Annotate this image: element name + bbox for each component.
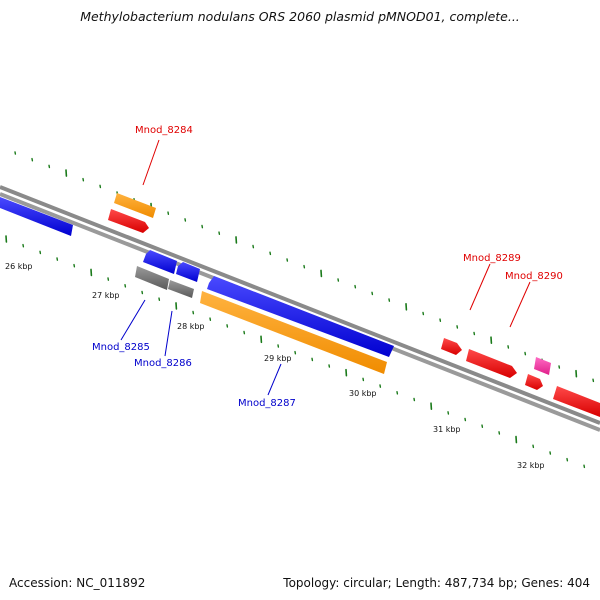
- gene-mnod-8287[interactable]: [207, 276, 394, 357]
- scale-label-31kbp: 31 kbp: [433, 425, 461, 434]
- callout-line-8289: [469, 263, 491, 311]
- gene-red-1[interactable]: [108, 209, 149, 233]
- callout-lines: [120, 139, 531, 396]
- inner-tick-ring: [5, 235, 586, 469]
- scale-label-27kbp: 27 kbp: [92, 291, 120, 300]
- gene-mnod-8290[interactable]: [534, 357, 551, 375]
- backbone: [0, 185, 600, 432]
- scale-label-32kbp: 32 kbp: [517, 461, 545, 470]
- gene-mnod-8285[interactable]: [143, 250, 177, 274]
- callout-line-8287: [267, 363, 282, 396]
- label-mnod-8284[interactable]: Mnod_8284: [135, 125, 193, 136]
- gene-gray-2[interactable]: [168, 280, 194, 298]
- callout-line-8290: [509, 281, 531, 328]
- label-mnod-8289[interactable]: Mnod_8289: [463, 253, 521, 264]
- gene-red-5[interactable]: [553, 386, 600, 417]
- gene-mnod-8286[interactable]: [176, 262, 200, 282]
- gene-mnod-8283[interactable]: [0, 197, 73, 236]
- label-mnod-8285[interactable]: Mnod_8285: [92, 342, 150, 353]
- label-mnod-8286[interactable]: Mnod_8286: [134, 358, 192, 369]
- callout-line-8286: [164, 310, 173, 357]
- gene-red-3[interactable]: [466, 349, 517, 378]
- callout-line-8284: [142, 139, 160, 186]
- accession-label: Accession: NC_011892: [9, 576, 146, 590]
- scale-label-30kbp: 30 kbp: [349, 389, 377, 398]
- scale-label-29kbp: 29 kbp: [264, 354, 292, 363]
- scale-label-28kbp: 28 kbp: [177, 322, 205, 331]
- gene-gray-1[interactable]: [135, 266, 169, 290]
- gene-orange-1[interactable]: [200, 291, 387, 374]
- label-mnod-8287[interactable]: Mnod_8287: [238, 398, 296, 409]
- topology-summary: Topology: circular; Length: 487,734 bp; …: [283, 576, 590, 590]
- gene-red-4[interactable]: [525, 374, 543, 390]
- gene-mnod-8289[interactable]: [441, 338, 462, 355]
- label-mnod-8290[interactable]: Mnod_8290: [505, 271, 563, 282]
- gene-mnod-8284[interactable]: [114, 193, 156, 218]
- callout-line-8285: [120, 299, 146, 341]
- map-title: Methylobacterium nodulans ORS 2060 plasm…: [80, 9, 520, 24]
- scale-label-26kbp: 26 kbp: [5, 262, 33, 271]
